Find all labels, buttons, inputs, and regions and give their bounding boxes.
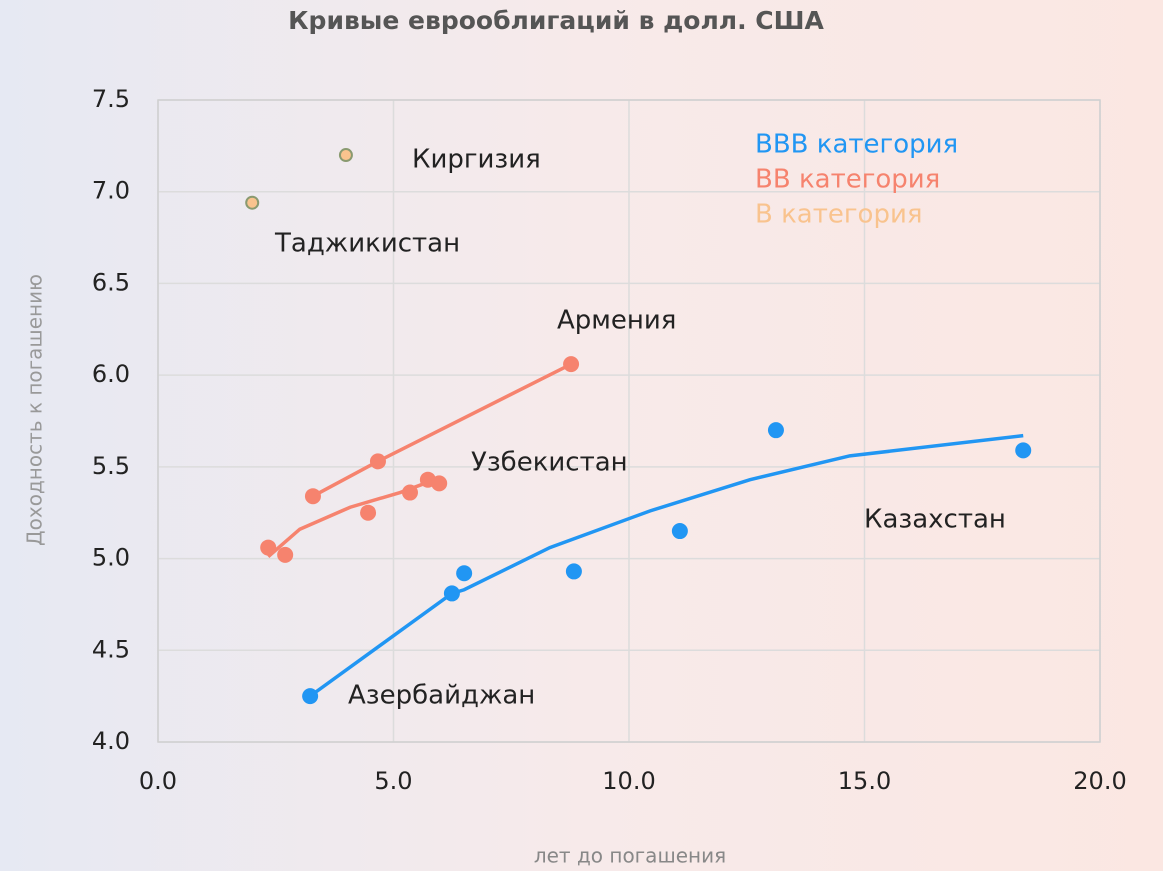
- point: [302, 688, 319, 705]
- y-tick-label: 7.5: [92, 85, 130, 113]
- trendline: [309, 433, 1024, 698]
- point: [671, 523, 688, 540]
- annotation: Таджикистан: [274, 229, 460, 259]
- y-tick-label: 4.5: [92, 635, 130, 663]
- y-tick-label: 6.0: [92, 360, 130, 388]
- annotation: Киргизия: [412, 145, 541, 175]
- y-tick-label: 7.0: [92, 177, 130, 205]
- annotation: Казахстан: [864, 505, 1006, 535]
- x-tick-label: 5.0: [374, 767, 412, 795]
- point: [1015, 442, 1032, 459]
- point: [565, 563, 582, 580]
- annotation: Армения: [557, 306, 676, 336]
- point: [260, 539, 277, 556]
- chart-title: Кривые еврооблигаций в долл. США: [288, 6, 824, 35]
- x-tick-label: 0.0: [139, 767, 177, 795]
- legend-entry: BBB категория: [755, 130, 958, 160]
- y-tick-label: 4.0: [92, 727, 130, 755]
- annotation: Азербайджан: [348, 681, 535, 711]
- x-tick-label: 10.0: [602, 767, 655, 795]
- point: [401, 484, 418, 501]
- point: [245, 195, 260, 210]
- annotation: Узбекистан: [471, 448, 628, 478]
- y-axis-label: Доходность к погашению: [23, 274, 47, 546]
- point: [456, 565, 473, 582]
- point: [431, 475, 448, 492]
- legend-entry: BB категория: [755, 165, 940, 195]
- y-tick-label: 6.5: [92, 268, 130, 296]
- point: [563, 356, 580, 373]
- plot-border: [157, 99, 1101, 743]
- point: [304, 488, 321, 505]
- point: [360, 504, 377, 521]
- legend-entry: B категория: [755, 200, 923, 230]
- point: [277, 546, 294, 563]
- point: [443, 585, 460, 602]
- y-tick-label: 5.5: [92, 452, 130, 480]
- x-axis-label: лет до погашения: [534, 844, 726, 868]
- point: [338, 148, 353, 163]
- y-tick-label: 5.0: [92, 544, 130, 572]
- x-tick-label: 15.0: [838, 767, 891, 795]
- point: [369, 453, 386, 470]
- point: [767, 422, 784, 439]
- x-tick-label: 20.0: [1073, 767, 1126, 795]
